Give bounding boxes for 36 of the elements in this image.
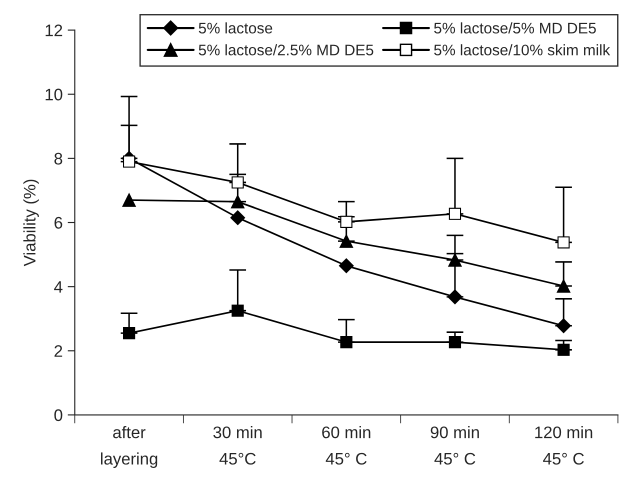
y-tick-label: 12 bbox=[46, 24, 62, 36]
x-tick-label: 90 min 45° C bbox=[430, 426, 479, 465]
point bbox=[340, 336, 352, 348]
point bbox=[558, 236, 570, 248]
y-tick-label: 4 bbox=[54, 281, 62, 293]
point bbox=[230, 210, 246, 226]
y-axis-title: Viability (%) bbox=[23, 180, 39, 266]
point bbox=[448, 208, 462, 220]
point bbox=[123, 327, 136, 340]
x-tick-label: after layering bbox=[101, 426, 158, 468]
point bbox=[556, 279, 570, 293]
legend-label: 5% lactose/10% skim milk bbox=[434, 44, 610, 56]
point bbox=[448, 253, 462, 267]
legend-label: 5% lactose/2.5% MD DE5 bbox=[198, 44, 374, 56]
legend-label: 5% lactose/5% MD DE5 bbox=[434, 22, 596, 34]
point bbox=[232, 176, 244, 188]
point bbox=[448, 336, 462, 348]
point bbox=[232, 304, 244, 317]
y-tick-label: 0 bbox=[54, 409, 62, 422]
point bbox=[122, 193, 136, 207]
x-tick-label: 120 min 45° C bbox=[535, 426, 592, 465]
x-tick-label: 30 min 45°C bbox=[213, 426, 262, 465]
point bbox=[340, 234, 354, 248]
point bbox=[123, 156, 136, 168]
point bbox=[448, 290, 462, 304]
x-tick-label: 60 min 45° C bbox=[322, 426, 370, 465]
point bbox=[558, 344, 570, 356]
y-tick-label: 2 bbox=[54, 345, 62, 357]
point bbox=[338, 258, 354, 274]
y-tick-label: 6 bbox=[54, 216, 62, 229]
legend-label: 5% lactose bbox=[198, 22, 272, 34]
y-tick-label: 10 bbox=[46, 88, 62, 100]
point bbox=[340, 216, 352, 228]
point bbox=[556, 318, 571, 334]
point bbox=[230, 194, 244, 208]
y-tick-label: 8 bbox=[54, 152, 62, 165]
